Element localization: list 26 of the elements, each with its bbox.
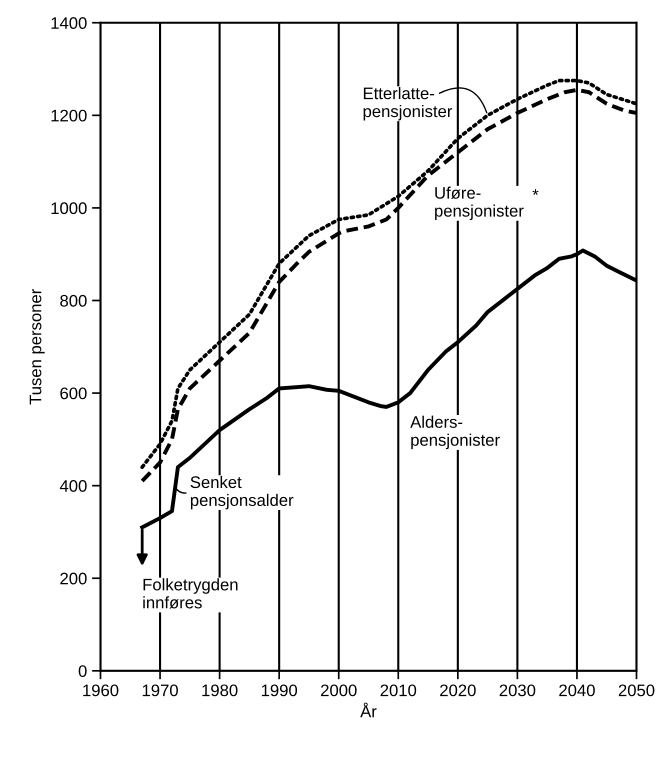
y-tick-label: 400 [60,480,87,492]
annotation: Folketrygden innføres [143,578,238,609]
x-tick-label: 1960 [83,684,118,696]
x-tick-label: 1990 [262,684,298,696]
series-label: Alders- pensjonister [410,416,500,450]
series-label: Uføre- pensjonister [435,186,524,220]
x-tick-label: 2020 [440,684,476,696]
x-tick-label: 2010 [380,684,416,696]
x-tick-label: 1970 [142,684,178,696]
y-tick-label: 800 [60,294,87,307]
y-tick-label: 1000 [52,202,87,214]
y-tick-label: 1400 [52,17,87,29]
y-axis-title: Tusen personer [30,289,45,404]
x-tick-label: 2050 [618,684,654,696]
x-tick-label: 1980 [202,684,238,696]
y-tick-label: 600 [60,387,87,400]
x-tick-label: 2030 [500,684,536,696]
annotation: Senket pensjonsalder [190,476,294,510]
x-tick-label: 2000 [321,684,357,696]
y-tick-label: 0 [78,665,87,678]
x-axis-title: År [360,702,377,718]
y-tick-label: 1200 [52,110,87,122]
x-tick-label: 2040 [559,684,595,696]
annotation: * [532,189,539,196]
series-label: Etterlatte- pensjonister [364,87,452,120]
y-tick-label: 200 [60,572,87,584]
